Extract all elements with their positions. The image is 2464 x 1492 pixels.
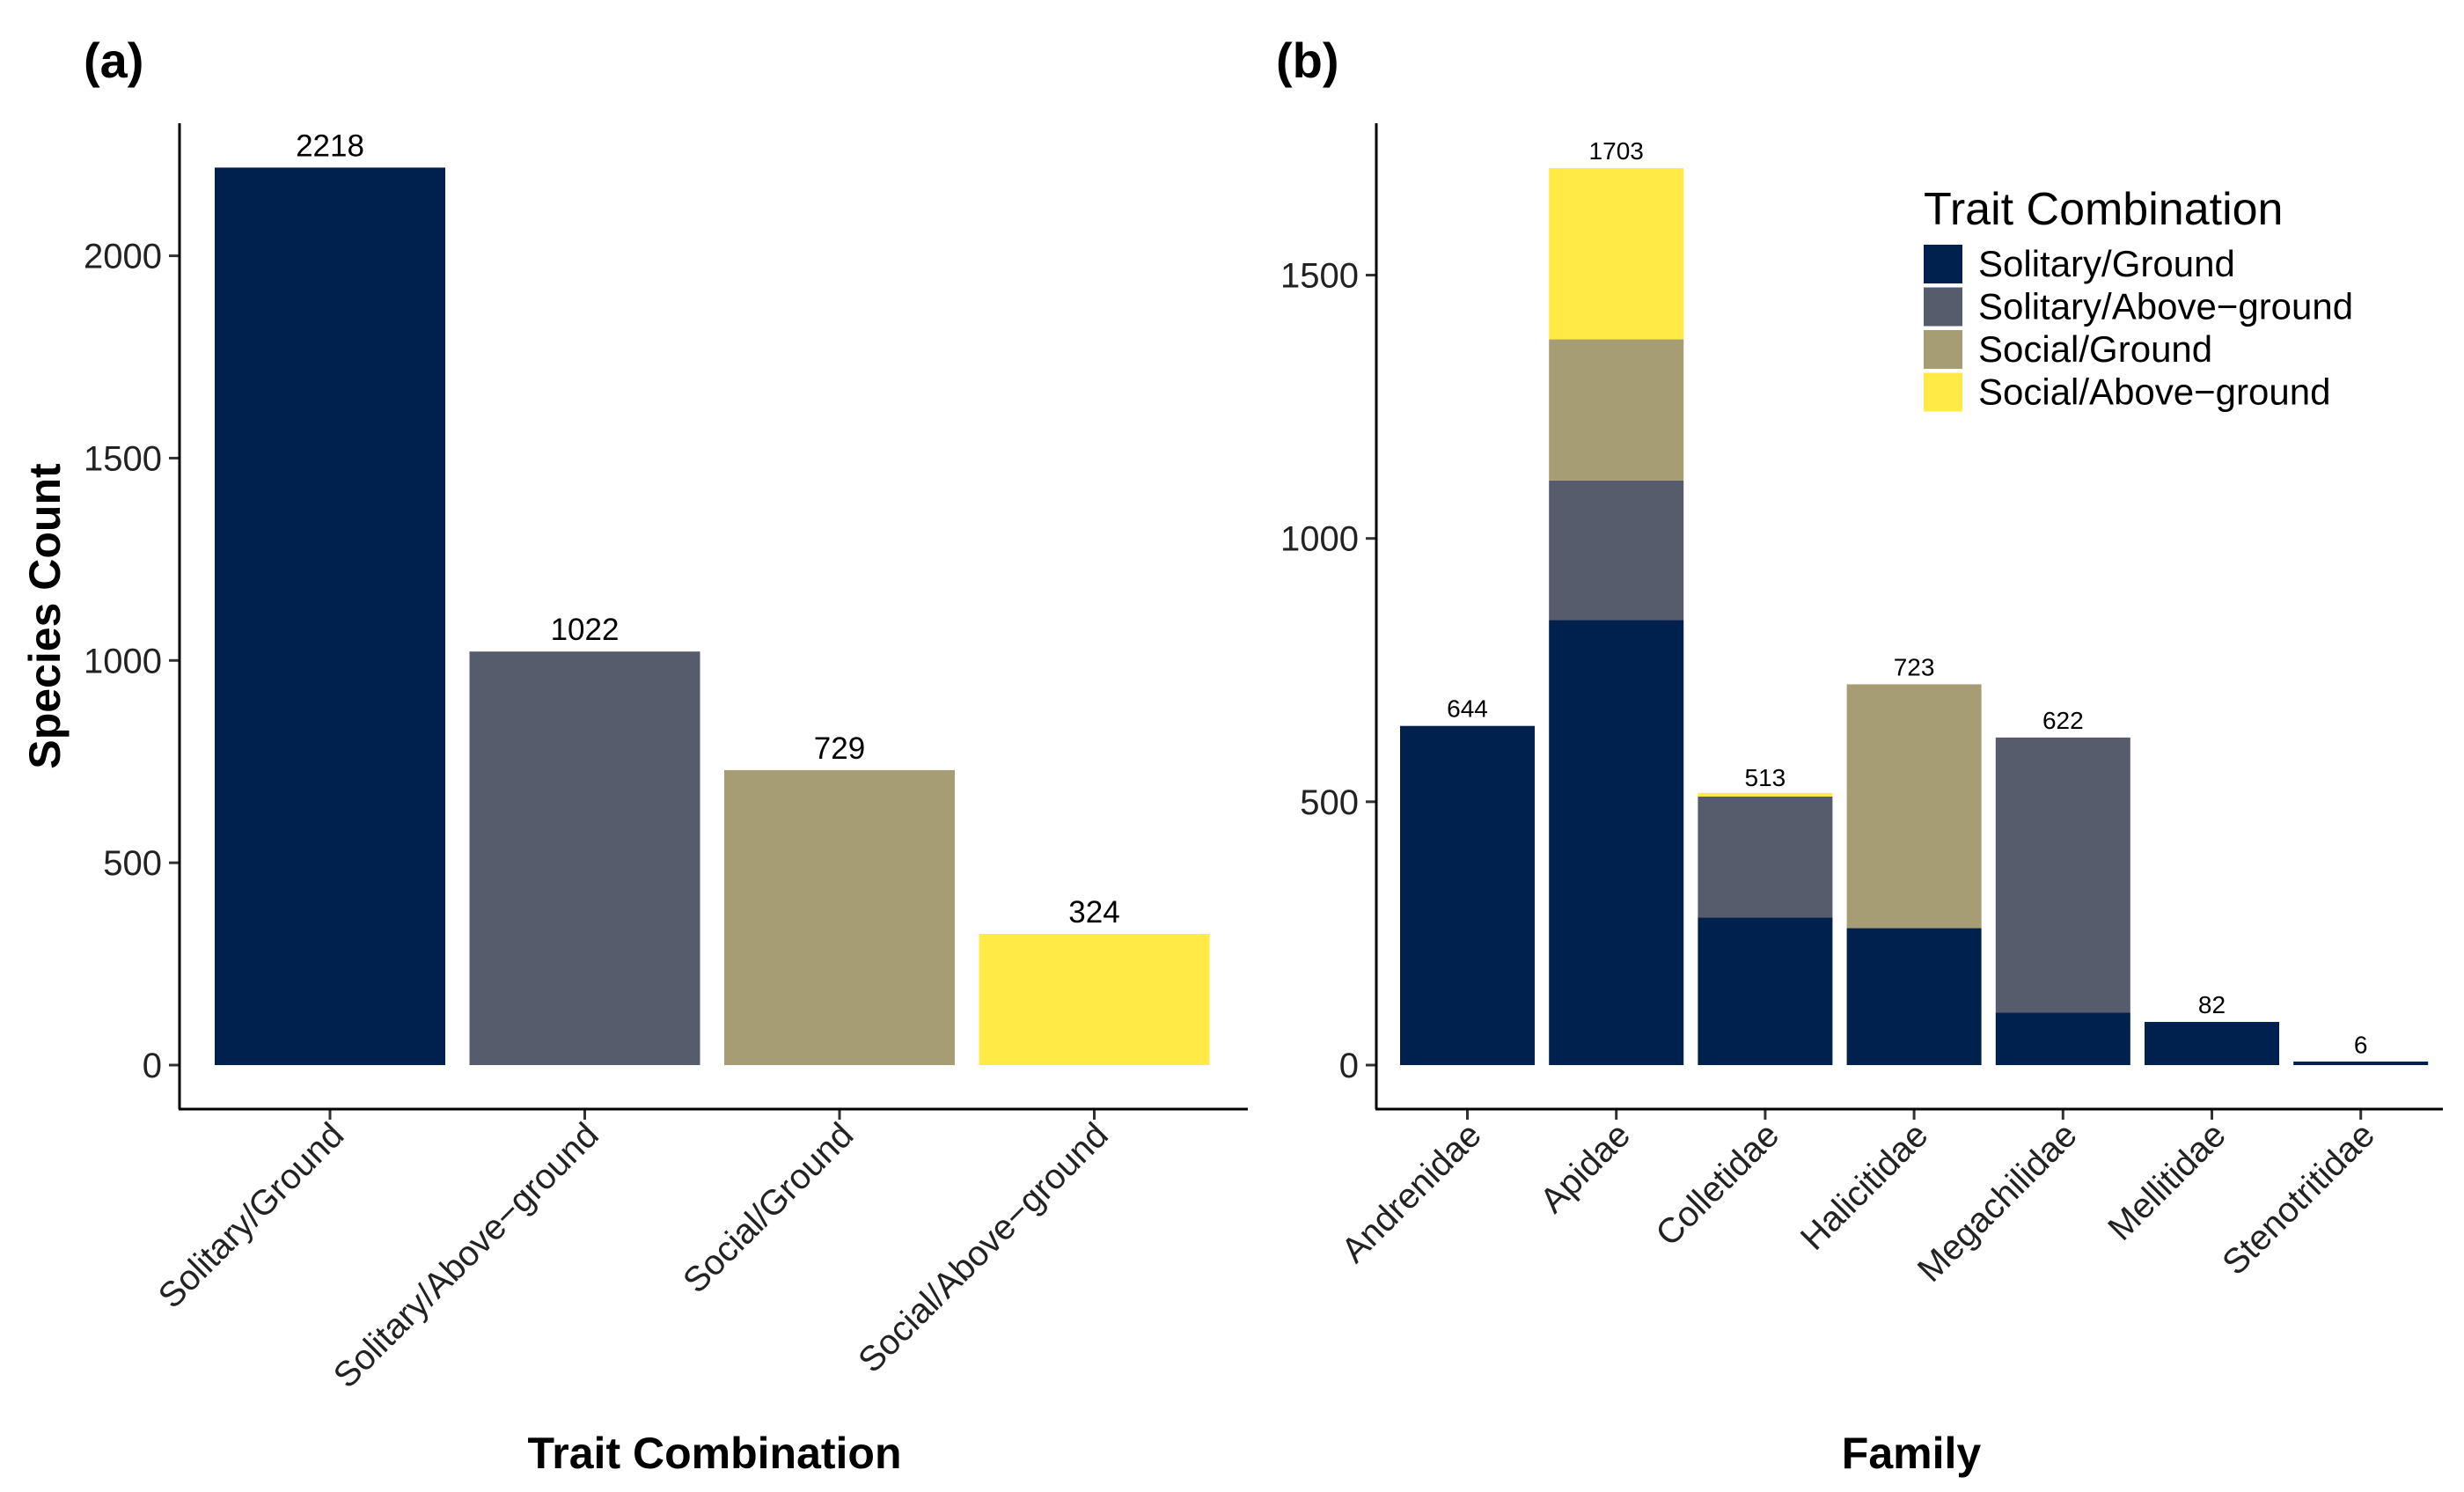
bar-solitary-above-ground (469, 651, 700, 1065)
legend-swatch (1924, 330, 1962, 369)
data-label: 729 (814, 731, 865, 766)
bar-segment-mellitidae-solitary-ground (2145, 1021, 2279, 1065)
legend-label: Social/Above−ground (1978, 371, 2330, 413)
data-label: 1022 (551, 613, 620, 647)
x-tick-label: Apidae (1533, 1115, 1638, 1220)
bar-segment-halicitidae-solitary-ground (1846, 928, 1982, 1065)
panel-b-x-axis-title: Family (1842, 1429, 1982, 1478)
bar-social-above-ground (979, 934, 1210, 1065)
legend-title: Trait Combination (1924, 184, 2283, 235)
x-tick-label: Solitary/Ground (151, 1115, 352, 1316)
y-tick-label: 500 (103, 844, 162, 883)
x-tick-label: Social/Ground (676, 1115, 861, 1300)
panel-a-bars (215, 167, 1210, 1066)
panel-a-x-axis-title: Trait Combination (528, 1429, 902, 1478)
y-tick-label: 1500 (84, 439, 162, 478)
x-tick-label: Stenotritidae (2215, 1115, 2382, 1283)
bar-segment-apidae-solitary-above-ground (1549, 480, 1684, 621)
x-tick-label: Social/Above−ground (851, 1115, 1116, 1380)
bar-segment-megachilidae-solitary-above-ground (1995, 737, 2130, 1013)
bar-social-ground (724, 769, 955, 1065)
legend-label: Solitary/Ground (1978, 243, 2235, 284)
legend-swatch (1924, 287, 1962, 327)
x-tick-label: Andrenidae (1334, 1115, 1489, 1270)
data-label-total: 644 (1447, 695, 1488, 723)
bar-segment-apidae-social-ground (1549, 339, 1684, 481)
panel-b-y-axis: 0 500 1000 1500 (1280, 257, 1376, 1085)
data-label-total: 6 (2354, 1031, 2368, 1058)
x-tick-label: Megachilidae (1910, 1115, 2085, 1290)
y-tick-label: 1000 (1280, 520, 1359, 559)
x-tick-label: Colletidae (1648, 1115, 1786, 1253)
y-tick-label: 1000 (84, 642, 162, 680)
y-tick-label: 2000 (84, 238, 162, 276)
legend-swatch (1924, 372, 1962, 412)
panel-a-label: (a) (84, 33, 143, 88)
legend-label: Solitary/Above−ground (1978, 286, 2353, 327)
legend-label: Social/Ground (1978, 328, 2212, 370)
data-label: 324 (1068, 895, 1119, 930)
data-label: 2218 (296, 129, 364, 163)
bar-segment-halicitidae-social-ground (1846, 684, 1982, 929)
bar-segment-stenotritidae-solitary-ground (2293, 1062, 2429, 1065)
bar-segment-megachilidae-solitary-ground (1995, 1012, 2130, 1065)
y-tick-label: 1500 (1280, 257, 1359, 296)
data-label-total: 1703 (1589, 137, 1644, 165)
panel-b-bars (1400, 168, 2429, 1065)
data-label-total: 513 (1745, 764, 1786, 791)
x-tick-label: Halicitidae (1793, 1115, 1936, 1258)
bar-segment-andrenidae-solitary-ground (1400, 725, 1535, 1065)
bar-segment-colletidae-solitary-ground (1698, 917, 1833, 1065)
panel-a-data-labels: 2218 1022 729 324 (296, 129, 1120, 930)
data-label-total: 622 (2042, 707, 2084, 734)
y-tick-label: 500 (1300, 783, 1359, 822)
legend: Trait Combination Solitary/GroundSolitar… (1924, 184, 2353, 413)
bar-segment-apidae-solitary-ground (1549, 620, 1684, 1065)
legend-items: Solitary/GroundSolitary/Above−groundSoci… (1924, 243, 2353, 413)
y-tick-label: 0 (1339, 1047, 1359, 1085)
data-label-total: 82 (2198, 991, 2226, 1018)
bar-segment-colletidae-social-above-ground (1698, 792, 1833, 797)
legend-swatch (1924, 245, 1962, 283)
x-tick-label: Solitary/Above−ground (326, 1115, 606, 1395)
y-tick-label: 0 (143, 1047, 162, 1085)
bar-segment-apidae-social-above-ground (1549, 168, 1684, 340)
panel-a-y-axis-title: Species Count (20, 463, 70, 769)
x-tick-label: Mellitidae (2101, 1115, 2233, 1248)
panel-b-family-chart: (b) Family 644 1703 513 723 622 82 6 0 500 1000 1… (1276, 33, 2443, 1478)
bar-segment-colletidae-solitary-above-ground (1698, 796, 1833, 918)
panel-a-trait-combination-chart: (a) Species Count Trait Combination 2218… (20, 33, 1248, 1478)
panel-b-label: (b) (1276, 33, 1339, 88)
panel-a-y-axis: 0 500 1000 1500 2000 (84, 238, 180, 1085)
panel-b-x-axis: Andrenidae Apidae Colletidae HalicitidaeMeg… (1334, 1109, 2382, 1290)
panel-b-data-labels: 644 1703 513 723 622 82 6 (1447, 137, 2367, 1058)
bar-solitary-ground (215, 167, 445, 1066)
data-label-total: 723 (1894, 653, 1935, 680)
